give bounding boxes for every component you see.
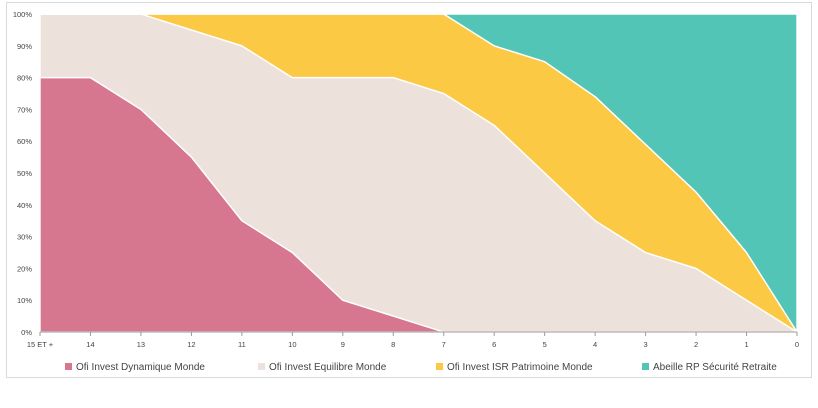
x-tick-label: 9 (341, 340, 345, 349)
legend: Ofi Invest Dynamique Monde Ofi Invest Equ… (65, 362, 777, 373)
y-tick-label: 100% (13, 10, 33, 19)
y-tick-label: 70% (17, 105, 32, 114)
y-axis-tick-labels: 0% 10% 20% 30% 40% 50% 60% 70% 80% 90% 100% (13, 10, 33, 337)
x-tick-label: 13 (137, 340, 145, 349)
x-tick-label: 12 (187, 340, 195, 349)
y-tick-label: 10% (17, 296, 32, 305)
x-tick-label: 15 ET + (27, 340, 54, 349)
y-tick-label: 40% (17, 201, 32, 210)
x-axis-tick-labels: 15 ET +14 13 12 11 10 9 8 7 6 5 4 3 2 1 0 (27, 340, 799, 349)
y-tick-label: 60% (17, 137, 32, 146)
legend-swatch (642, 363, 649, 370)
x-tick-label: 10 (288, 340, 296, 349)
y-tick-label: 90% (17, 42, 32, 51)
x-tick-label: 4 (593, 340, 597, 349)
legend-swatch (65, 363, 72, 370)
x-tick-label: 7 (442, 340, 446, 349)
x-tick-label: 5 (543, 340, 547, 349)
area-abeille-rp-securite-retraite (39, 13, 798, 333)
legend-item-ofi-invest-equilibre-monde: Ofi Invest Equilibre Monde (258, 362, 387, 373)
y-tick-label: 80% (17, 74, 32, 83)
x-tick-label: 0 (795, 340, 799, 349)
series-areas (39, 13, 798, 333)
x-tick-label: 11 (238, 340, 246, 349)
legend-label: Abeille RP Sécurité Retraite (653, 362, 777, 373)
legend-swatch (436, 363, 443, 370)
axes (39, 331, 798, 336)
stacked-area-chart: 15 ET +14 13 12 11 10 9 8 7 6 5 4 3 2 1 0 0%10%20%30%4… (13, 10, 799, 373)
x-tick-label: 1 (744, 340, 748, 349)
legend-label: Ofi Invest Dynamique Monde (76, 362, 205, 373)
legend-item-ofi-invest-isr-patrimoine-monde: Ofi Invest ISR Patrimoine Monde (436, 362, 593, 373)
y-tick-label: 30% (17, 233, 32, 242)
chart-frame: 15 ET +14 13 12 11 10 9 8 7 6 5 4 3 2 1 0 0% 10% 20% 30% 4… (6, 2, 812, 378)
x-tick-label: 6 (492, 340, 496, 349)
legend-label: Ofi Invest ISR Patrimoine Monde (447, 362, 593, 373)
legend-item-ofi-invest-dynamique-monde: Ofi Invest Dynamique Monde (65, 362, 205, 373)
x-tick-label: 3 (644, 340, 648, 349)
y-tick-label: 0% (21, 328, 32, 337)
x-tick-label: 8 (391, 340, 395, 349)
x-tick-label: 14 (86, 340, 94, 349)
x-tick-label: 2 (694, 340, 698, 349)
y-tick-label: 20% (17, 264, 32, 273)
y-tick-label: 50% (17, 169, 32, 178)
legend-item-abeille-rp-securite-retraite: Abeille RP Sécurité Retraite (642, 362, 777, 373)
legend-label: Ofi Invest Equilibre Monde (269, 362, 387, 373)
legend-swatch (258, 363, 265, 370)
